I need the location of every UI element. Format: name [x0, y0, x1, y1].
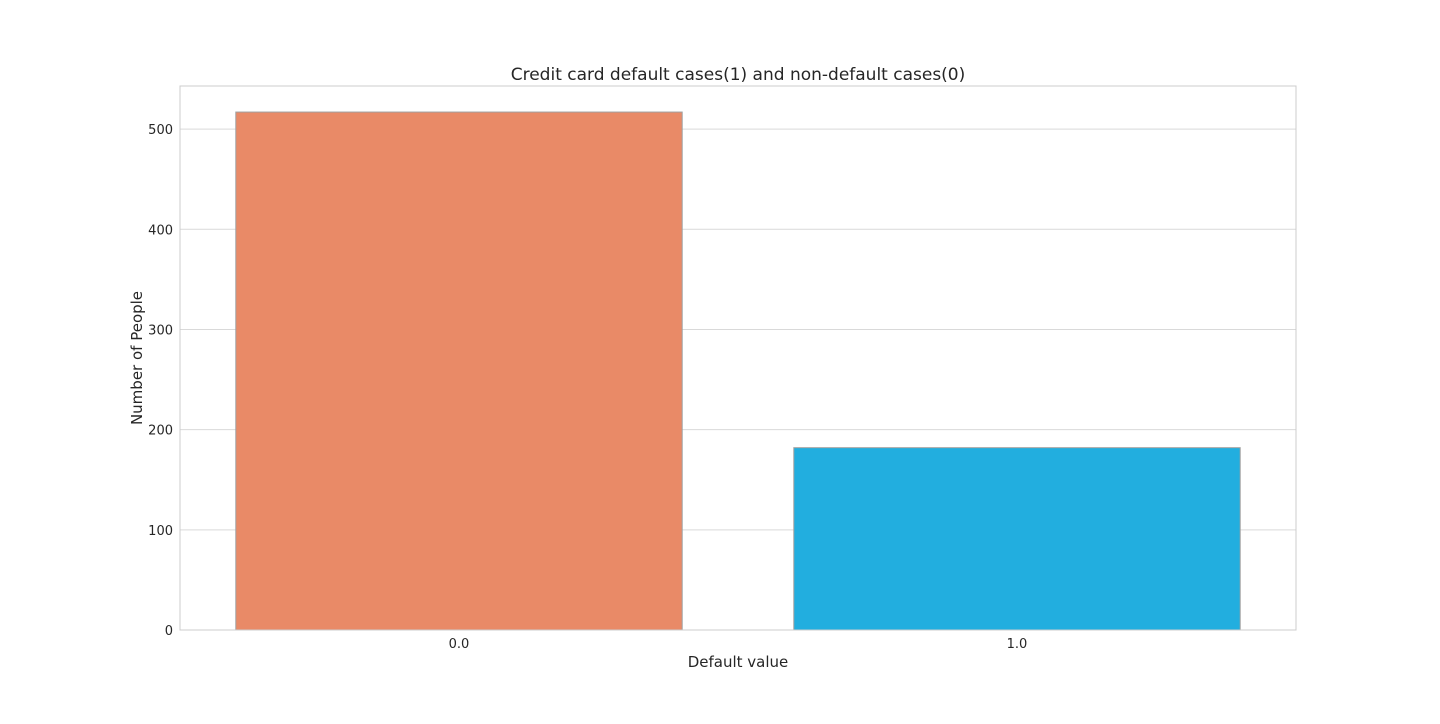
bars	[235, 111, 1241, 631]
chart-title: Credit card default cases(1) and non-def…	[511, 65, 966, 85]
y-tick-label: 400	[148, 223, 173, 238]
y-tick-label: 500	[148, 123, 173, 138]
y-tick-label: 100	[148, 524, 173, 539]
x-axis-label: Default value	[688, 653, 789, 671]
x-tick-label: 1.0	[1007, 637, 1028, 652]
y-tick-label: 0	[165, 624, 173, 639]
y-tick-label: 200	[148, 424, 173, 439]
x-tick-label: 0.0	[449, 637, 470, 652]
tick-labels: 0 100 200 300 400 500 0.0 1.0	[148, 123, 1027, 652]
bar-1-0	[793, 447, 1241, 631]
y-axis-label: Number of People	[128, 291, 146, 425]
bar-0-0	[235, 111, 683, 631]
plot-frame	[179, 85, 1297, 631]
y-tick-label: 300	[148, 323, 173, 338]
